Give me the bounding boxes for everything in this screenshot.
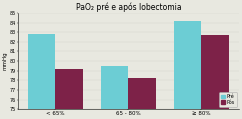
Bar [55, 69, 83, 119]
Legend: Pré, Pós: Pré, Pós [219, 92, 237, 107]
Bar [28, 34, 55, 119]
Y-axis label: mmHg: mmHg [3, 52, 8, 70]
Bar [174, 21, 201, 119]
Bar [128, 78, 156, 119]
Title: PaO₂ pré e após lobectomia: PaO₂ pré e após lobectomia [76, 3, 181, 12]
Bar [101, 66, 128, 119]
Bar [201, 35, 229, 119]
